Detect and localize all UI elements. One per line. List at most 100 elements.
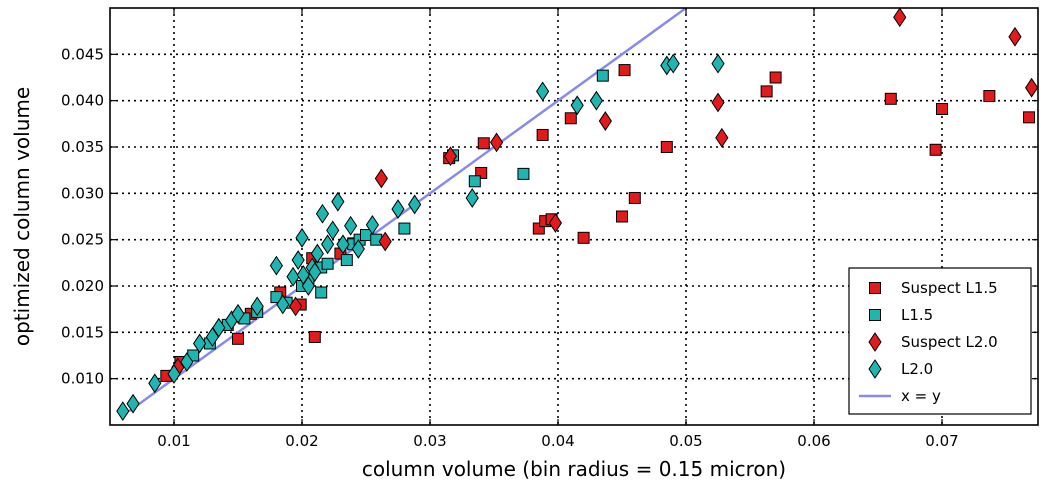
point-l2-0 <box>666 53 680 74</box>
y-tick-label: 0.015 <box>61 323 104 341</box>
point-suspect-l2-0 <box>598 111 612 131</box>
x-tick-label: 0.02 <box>285 432 318 450</box>
point-l2-0 <box>391 199 405 219</box>
point-suspect-l1-5 <box>884 92 897 105</box>
reference-line-layer <box>128 8 687 413</box>
point-l2-0 <box>310 243 324 264</box>
point-l2-0 <box>148 373 162 394</box>
point-suspect-l1-5 <box>936 103 948 116</box>
y-tick-label: 0.035 <box>61 138 104 156</box>
point-suspect-l1-5 <box>536 128 549 141</box>
point-l2-0 <box>286 266 300 287</box>
point-l1-5 <box>596 69 609 82</box>
point-l1-5 <box>468 175 481 188</box>
point-l2-0 <box>301 276 316 296</box>
point-suspect-l1-5 <box>618 64 631 77</box>
point-suspect-l1-5 <box>532 222 545 235</box>
point-suspect-l1-5 <box>232 332 244 345</box>
y-axis-label: optimized column volume <box>10 87 34 346</box>
axis-ticks <box>110 8 1038 425</box>
point-l2-0 <box>589 90 604 111</box>
point-l2-0 <box>231 303 245 324</box>
plot-frame <box>109 7 1039 426</box>
point-l1-5 <box>315 286 328 299</box>
x-tick-label: 0.06 <box>797 432 830 450</box>
point-suspect-l2-0 <box>489 132 504 153</box>
point-l2-0 <box>536 81 550 102</box>
point-l1-5 <box>517 167 530 180</box>
point-l2-0 <box>180 352 194 372</box>
point-l2-0 <box>408 194 422 215</box>
x-axis-label: column volume (bin radius = 0.15 micron) <box>362 457 786 481</box>
data-points-layer <box>116 8 1038 422</box>
legend-entry-l2-0-swatch <box>868 359 882 379</box>
point-l1-5 <box>340 254 353 267</box>
legend-entry-l2-0-label: L2.0 <box>901 360 933 378</box>
point-suspect-l1-5 <box>308 330 321 343</box>
point-l2-0 <box>276 294 290 315</box>
point-l2-0 <box>570 95 584 116</box>
point-suspect-l1-5 <box>477 137 490 150</box>
point-suspect-l1-5 <box>1023 111 1036 124</box>
point-l2-0 <box>315 203 330 224</box>
legend-entry-x-y-label: x = y <box>901 387 941 405</box>
legend-entry-suspect-l2-0-label: Suspect L2.0 <box>901 333 998 351</box>
point-suspect-l2-0 <box>443 146 458 167</box>
point-l2-0 <box>126 393 140 414</box>
point-suspect-l1-5 <box>577 231 590 244</box>
x-tick-label: 0.07 <box>925 432 958 450</box>
point-suspect-l2-0 <box>548 213 563 233</box>
x-tick-label: 0.04 <box>541 432 574 450</box>
y-tick-label: 0.045 <box>61 45 104 63</box>
point-suspect-l2-0 <box>715 127 729 148</box>
legend-entry-suspect-l1-5-label: Suspect L1.5 <box>901 279 998 297</box>
x-tick-label: 0.03 <box>413 432 446 450</box>
legend-entry-suspect-l1-5-swatch <box>869 282 881 294</box>
y-tick-label: 0.040 <box>61 92 104 110</box>
point-l2-0 <box>320 234 335 255</box>
point-l1-5 <box>398 222 411 235</box>
y-tick-label: 0.030 <box>61 184 104 202</box>
point-l2-0 <box>116 401 130 422</box>
point-suspect-l1-5 <box>616 210 628 223</box>
point-l1-5 <box>321 257 334 270</box>
point-suspect-l2-0 <box>288 296 303 317</box>
point-suspect-l1-5 <box>660 141 673 153</box>
point-l2-0 <box>269 255 284 276</box>
point-l2-0 <box>291 250 305 270</box>
y-tick-label: 0.025 <box>61 231 104 249</box>
point-suspect-l2-0 <box>893 8 907 28</box>
tick-labels: 0.01 0.02 0.03 0.04 0.05 0.06 0.07 0.010 0.015 0.… <box>61 45 959 450</box>
point-l1-5 <box>360 229 372 242</box>
point-l2-0 <box>336 234 350 255</box>
point-suspect-l2-0 <box>711 92 725 113</box>
point-suspect-l2-0 <box>1024 77 1038 98</box>
legend: Suspect L1.5 L1.5 Suspect L2.0 L2.0 x = y <box>848 267 1032 415</box>
point-suspect-l1-5 <box>564 112 577 125</box>
point-l2-0 <box>326 220 340 241</box>
point-l2-0 <box>344 215 358 236</box>
point-l2-0 <box>351 239 365 259</box>
point-l2-0 <box>365 214 380 235</box>
point-l2-0 <box>250 296 264 317</box>
x-tick-label: 0.01 <box>157 432 190 450</box>
point-suspect-l1-5 <box>769 71 782 84</box>
legend-entry-l1-5-swatch <box>869 309 881 321</box>
point-suspect-l2-0 <box>374 168 388 189</box>
point-l2-0 <box>465 188 479 208</box>
point-suspect-l1-5 <box>628 191 641 204</box>
point-l2-0 <box>167 364 181 384</box>
point-suspect-l1-5 <box>760 85 773 98</box>
series-line-x-equals-y <box>128 8 687 413</box>
point-l2-0 <box>331 191 345 212</box>
y-tick-label: 0.020 <box>61 277 104 295</box>
point-l2-0 <box>711 53 725 74</box>
legend-entry-l1-5-label: L1.5 <box>901 306 933 324</box>
point-suspect-l2-0 <box>378 231 392 252</box>
x-tick-label: 0.05 <box>669 432 702 450</box>
point-suspect-l2-0 <box>1008 26 1022 47</box>
y-tick-label: 0.010 <box>61 370 104 388</box>
point-l2-0 <box>212 317 226 338</box>
point-suspect-l1-5 <box>929 143 942 156</box>
